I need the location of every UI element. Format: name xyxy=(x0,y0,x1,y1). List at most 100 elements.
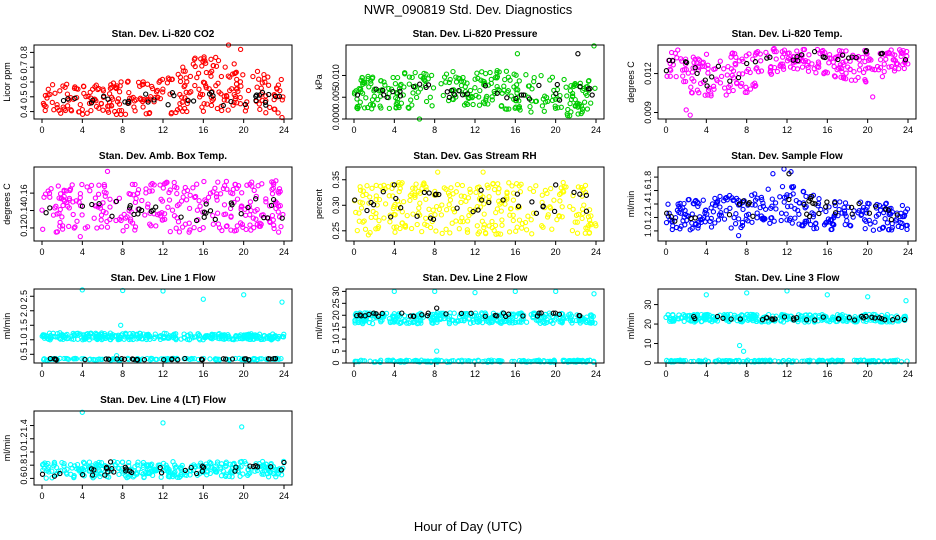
y-tick-label: 0.010 xyxy=(331,64,341,87)
x-tick-label: 16 xyxy=(198,125,208,135)
data-point xyxy=(809,314,815,320)
data-point xyxy=(812,317,818,323)
data-point xyxy=(427,224,434,231)
x-tick-label: 4 xyxy=(704,247,709,257)
data-point xyxy=(453,218,459,224)
data-point xyxy=(752,59,759,65)
data-point xyxy=(214,105,221,112)
data-point xyxy=(861,217,868,223)
data-point xyxy=(265,74,271,80)
data-point xyxy=(135,466,141,472)
data-point xyxy=(735,216,742,222)
data-point xyxy=(709,74,715,80)
data-point xyxy=(553,90,559,97)
y-tick-label: 1.0 xyxy=(19,446,29,459)
data-point xyxy=(250,73,256,80)
data-point xyxy=(528,217,534,223)
data-point xyxy=(260,465,267,471)
data-point xyxy=(398,205,404,211)
data-point xyxy=(538,72,544,79)
data-point xyxy=(275,209,281,215)
outlier-point xyxy=(786,171,792,177)
x-tick-label: 4 xyxy=(392,369,397,379)
data-point xyxy=(417,81,423,87)
data-point xyxy=(370,102,377,108)
data-point xyxy=(419,228,425,235)
data-point xyxy=(116,465,122,472)
data-point xyxy=(886,64,892,70)
data-point xyxy=(200,225,206,231)
data-point xyxy=(903,222,909,229)
data-point xyxy=(443,79,449,85)
data-point xyxy=(391,224,397,230)
data-point xyxy=(103,210,109,216)
data-point xyxy=(591,359,597,365)
data-point xyxy=(354,227,360,234)
data-point xyxy=(132,227,138,233)
x-tick-label: 0 xyxy=(39,247,44,257)
data-point xyxy=(127,334,133,340)
data-point xyxy=(837,199,843,205)
data-point xyxy=(87,89,93,95)
data-point xyxy=(419,312,425,318)
series-hourly xyxy=(691,313,908,323)
data-point xyxy=(361,218,367,224)
data-point xyxy=(247,222,253,228)
data-point xyxy=(369,185,375,191)
x-tick-label: 8 xyxy=(744,369,749,379)
data-point xyxy=(577,84,583,90)
panel-title: Stan. Dev. Li-820 Temp. xyxy=(732,29,843,40)
data-point xyxy=(687,227,693,233)
outlier-point xyxy=(434,348,440,354)
data-point xyxy=(537,359,544,365)
data-point xyxy=(265,474,272,480)
data-point xyxy=(436,191,442,198)
data-point xyxy=(708,93,714,99)
data-point xyxy=(868,57,874,63)
data-point xyxy=(396,188,402,195)
y-tick-label: 0.005 xyxy=(331,86,341,109)
data-point xyxy=(196,335,202,342)
data-point xyxy=(152,334,158,340)
data-point xyxy=(141,357,148,363)
data-point xyxy=(832,74,838,80)
y-tick-label: 0.7 xyxy=(19,61,29,74)
data-point xyxy=(116,101,123,107)
data-point xyxy=(54,211,60,217)
data-point xyxy=(712,66,718,72)
data-point xyxy=(79,203,86,209)
data-point xyxy=(723,92,729,98)
y-axis-label: degrees C xyxy=(2,183,12,225)
data-point xyxy=(545,98,551,105)
series-hourly xyxy=(664,171,900,224)
data-point xyxy=(126,98,132,104)
outlier-point xyxy=(391,288,397,295)
data-point xyxy=(263,461,269,467)
x-tick-label: 0 xyxy=(663,247,668,257)
data-point xyxy=(844,318,850,325)
data-point xyxy=(474,223,480,229)
data-point xyxy=(79,111,86,117)
data-point xyxy=(115,96,122,102)
data-point xyxy=(188,464,194,471)
data-point xyxy=(132,181,138,188)
data-point xyxy=(220,102,226,109)
data-point xyxy=(827,359,833,365)
data-point xyxy=(146,110,152,117)
data-point xyxy=(569,93,576,99)
data-point xyxy=(376,196,383,203)
data-point xyxy=(712,359,719,365)
scatter-points xyxy=(351,169,599,238)
data-point xyxy=(500,310,507,316)
data-point xyxy=(482,83,489,89)
data-point xyxy=(417,200,423,206)
data-point xyxy=(162,216,168,223)
data-point xyxy=(583,359,589,365)
series-all xyxy=(40,42,286,121)
data-point xyxy=(197,203,203,209)
data-point xyxy=(49,99,55,106)
x-tick-label: 16 xyxy=(822,247,832,257)
data-point xyxy=(387,219,393,225)
data-point xyxy=(832,202,838,209)
data-point xyxy=(355,319,362,326)
